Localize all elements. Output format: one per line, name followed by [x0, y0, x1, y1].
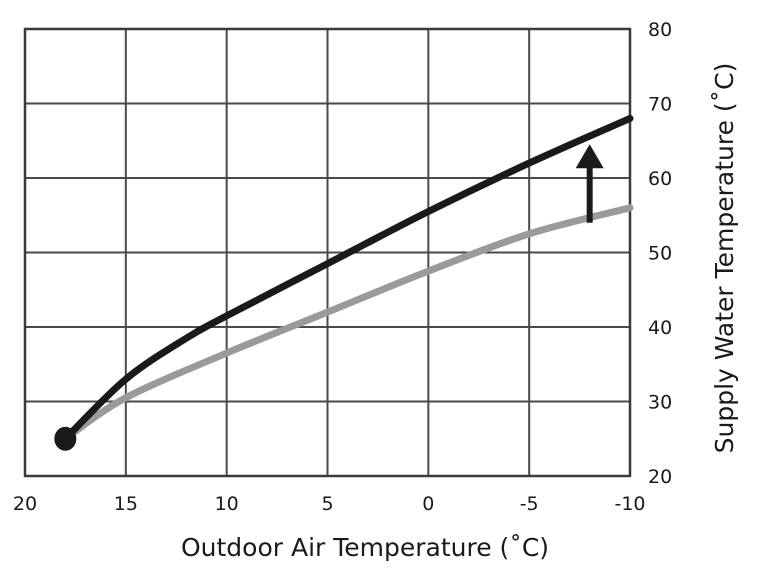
y-tick-label: 70	[648, 94, 672, 116]
y-tick-label: 50	[648, 243, 672, 265]
y-tick-label: 40	[648, 317, 672, 339]
x-tick-labels: 20 15 10 5 0 -5 -10	[13, 493, 646, 515]
x-tick-label: 10	[215, 493, 239, 515]
reset-curve-original	[61, 204, 634, 443]
grid	[23, 27, 632, 478]
x-tick-label: -5	[520, 493, 539, 515]
y-tick-label: 20	[648, 466, 672, 488]
x-tick-label: 5	[321, 493, 333, 515]
x-tick-label: -10	[614, 493, 645, 515]
x-tick-label: 0	[422, 493, 434, 515]
plot-frame	[23, 27, 632, 478]
series-layer	[54, 114, 634, 451]
y-tick-label: 30	[648, 392, 672, 414]
y-tick-labels: 20 30 40 50 60 70 80	[648, 19, 672, 488]
shift-arrow-head	[575, 144, 604, 169]
y-axis-title: Supply Water Temperature (˚C)	[710, 63, 739, 454]
x-axis-title: Outdoor Air Temperature (˚C)	[181, 533, 549, 562]
curve-start-point	[54, 426, 77, 451]
x-tick-label: 20	[13, 493, 37, 515]
x-tick-label: 15	[114, 493, 138, 515]
y-tick-label: 60	[648, 168, 672, 190]
reset-curve-raised	[61, 114, 634, 443]
annotation-layer	[575, 144, 604, 223]
y-tick-label: 80	[648, 19, 672, 41]
